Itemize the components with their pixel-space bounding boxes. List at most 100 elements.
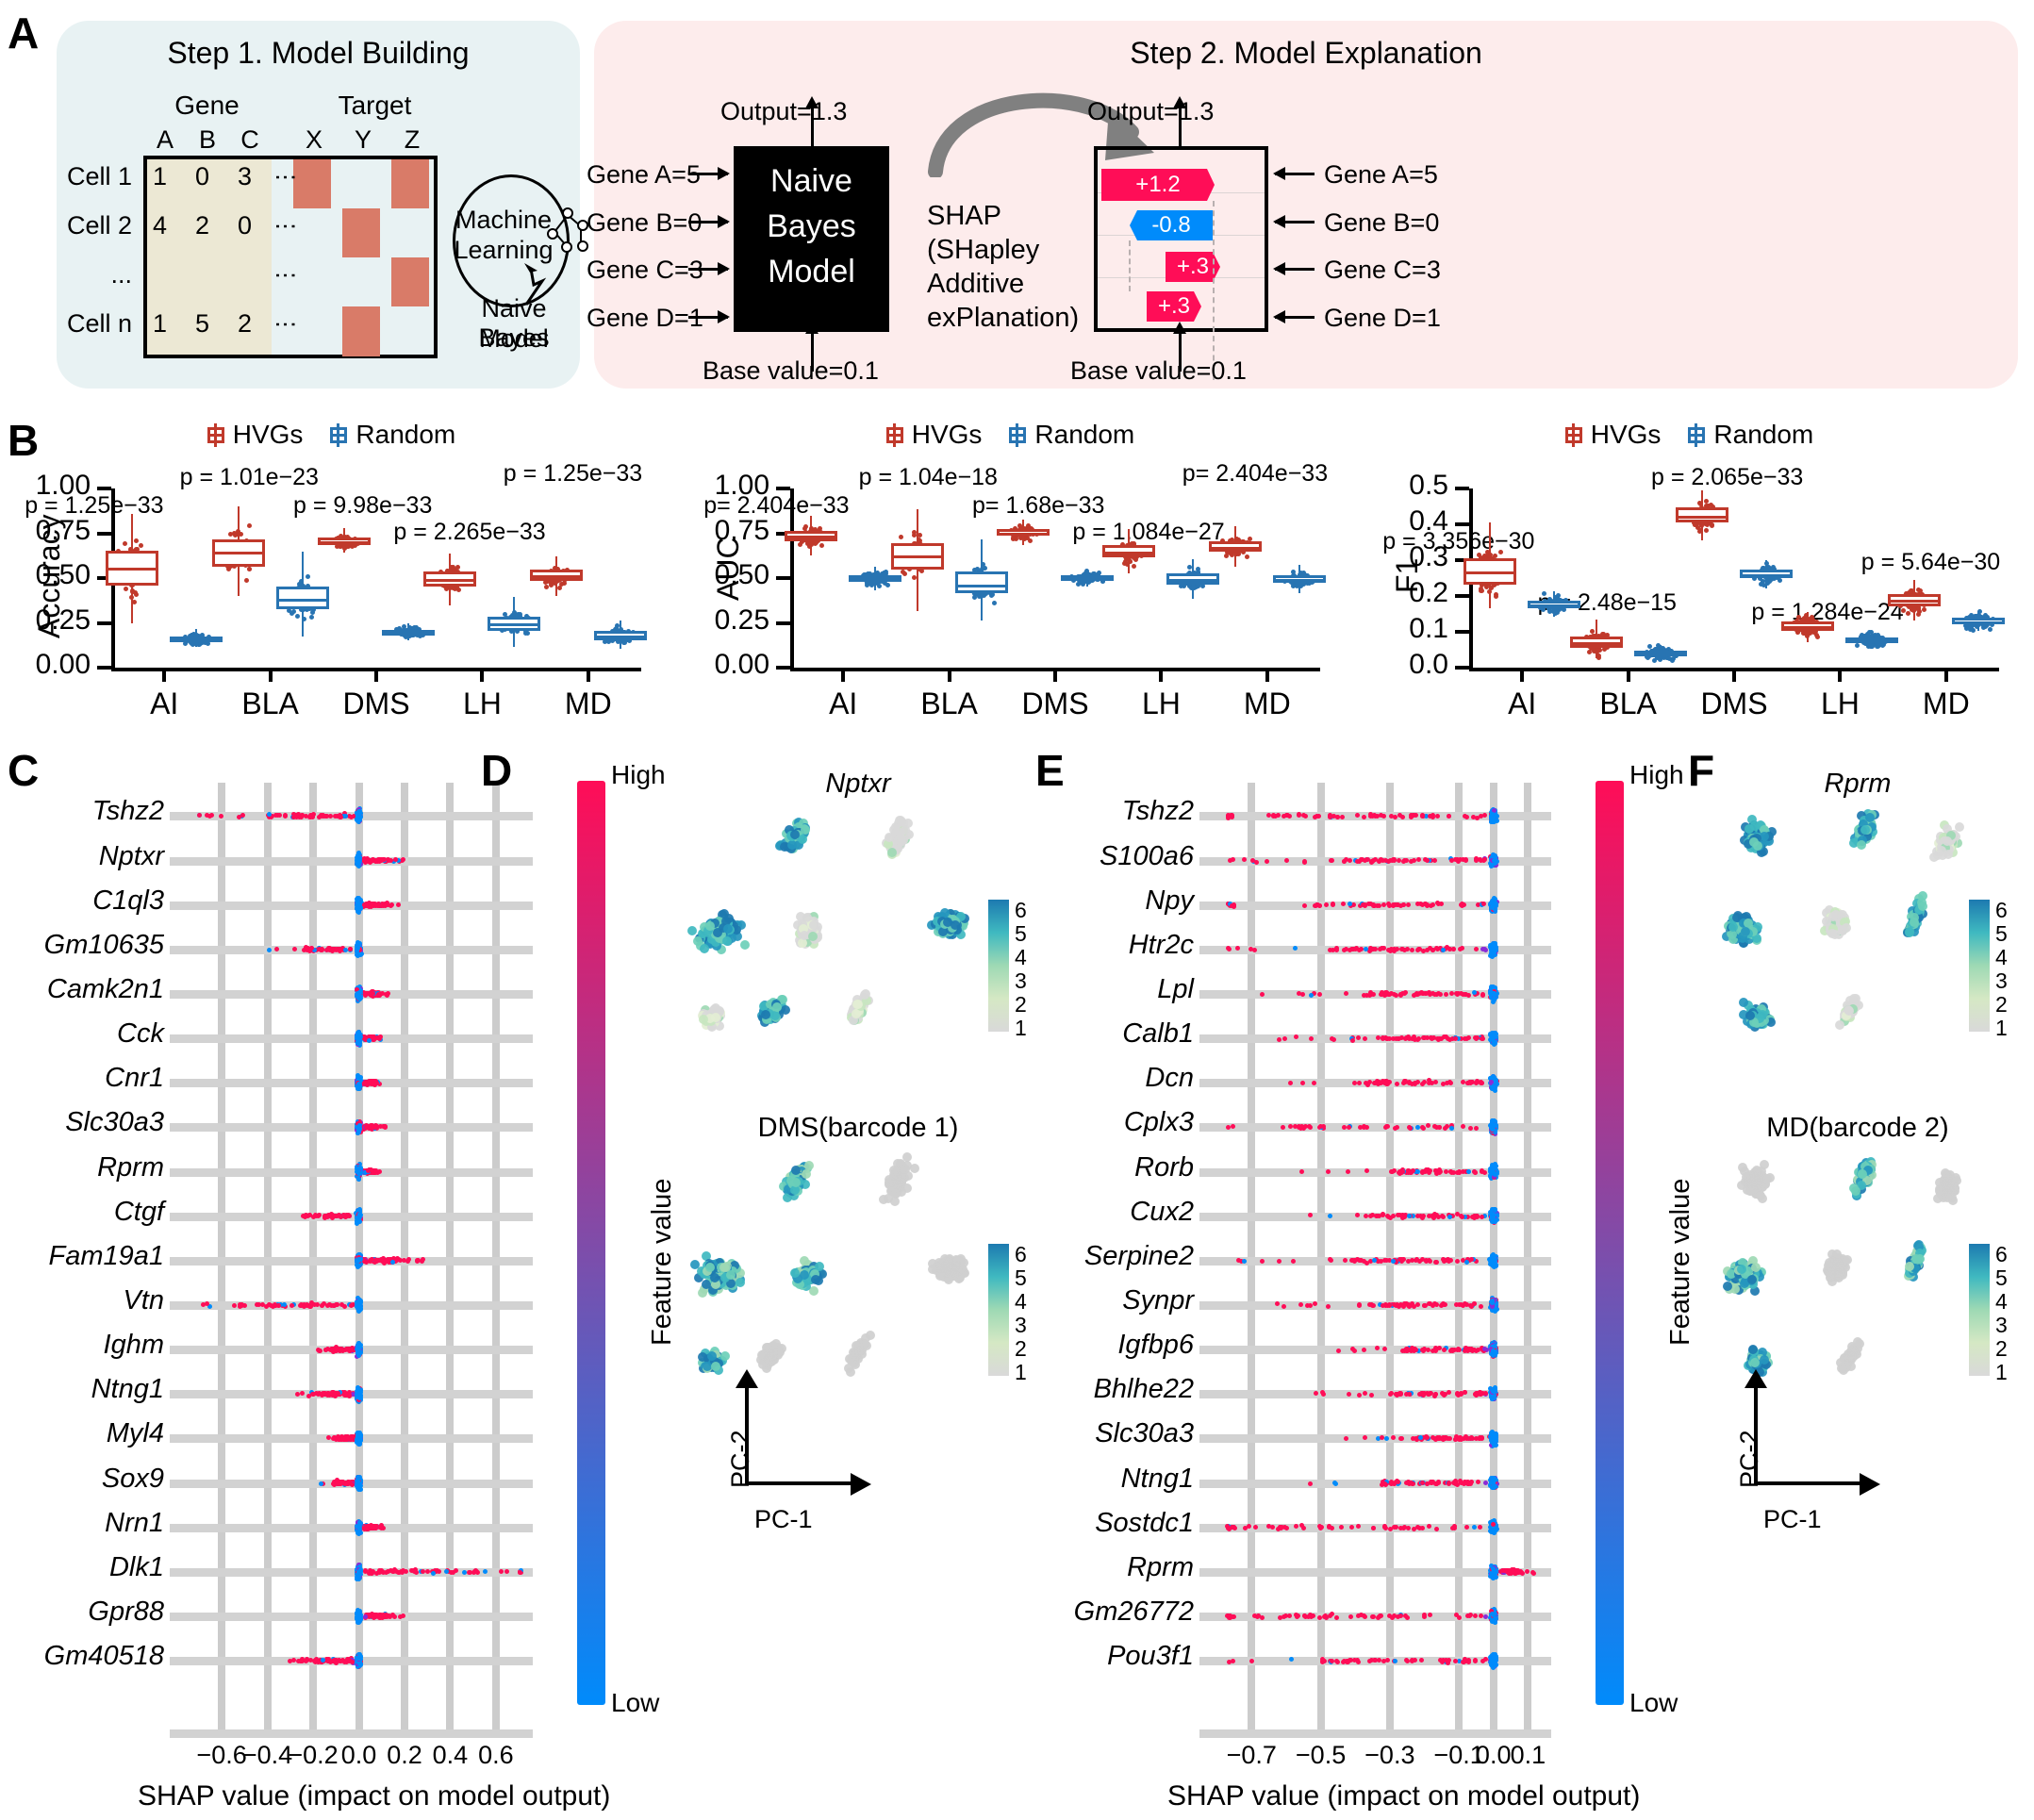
legend-box-icon <box>327 425 352 446</box>
matrix-row-label-4: Cell n <box>28 309 132 339</box>
umap-f-x-label: PC-1 <box>1763 1505 1822 1534</box>
x-tick <box>1265 668 1269 682</box>
umap-f-y-arrow-icon <box>1743 1369 1771 1390</box>
y-tick-label: 0.1 <box>1358 613 1448 645</box>
umap-colorbar <box>988 900 1009 1032</box>
gene-label: Gm10635 <box>0 930 164 961</box>
x-tick <box>1732 668 1736 682</box>
y-tick <box>776 576 790 580</box>
decision-tree-icon <box>547 206 592 255</box>
target-mark <box>293 159 331 208</box>
median-line <box>997 533 1050 536</box>
gene-label: Ntng1 <box>1018 1464 1194 1495</box>
median-line <box>1463 571 1516 574</box>
model-box-line-3: Model <box>734 254 889 290</box>
gene-label: Ctgf <box>0 1197 164 1228</box>
x-tick-label: AI <box>1465 687 1579 721</box>
median-line <box>1528 604 1580 607</box>
gene-output-a: Gene A=5 <box>1324 160 1438 190</box>
umap-colorbar <box>1969 1244 1990 1376</box>
box <box>955 571 1008 593</box>
naive-bayes-model-box: Naive Bayes Model <box>734 146 889 332</box>
legend-label: Random <box>356 420 455 449</box>
x-tick-label: LH <box>1104 687 1217 721</box>
median-line <box>530 575 583 578</box>
ellipsis-icon: ⋮ <box>272 166 298 185</box>
x-tick <box>374 668 378 682</box>
legend-box-icon <box>205 425 229 446</box>
y-tick <box>97 532 111 536</box>
legend-label: Random <box>1034 420 1134 449</box>
gene-label: Dcn <box>1018 1063 1194 1094</box>
gene-label: Dlk1 <box>0 1552 164 1583</box>
boxplot-accuracy: HVGs Random 0.00 0.25 0.50 0.75 1.00 Accuracy AI… <box>0 405 660 726</box>
y-tick <box>1455 666 1469 670</box>
median-line <box>891 555 944 558</box>
gene-label: Serpine2 <box>1018 1241 1194 1272</box>
output-gene-arrow-icon <box>1275 268 1315 271</box>
gene-label: Calb1 <box>1018 1018 1194 1050</box>
p-value-label: p = 1.084e−27 <box>1072 519 1224 546</box>
x-tick <box>841 668 845 682</box>
target-col-z: Z <box>398 125 426 155</box>
shap-waterfall-box: +1.2 -0.8 +.3 +.3 <box>1094 146 1268 332</box>
x-tick-label: BLA <box>214 687 327 721</box>
gene-output-c: Gene C=3 <box>1324 256 1441 285</box>
grid-line-horizontal <box>1199 1123 1551 1132</box>
umap-rprm: Rprm 6 5 4 3 2 1 <box>1678 769 2034 1080</box>
gene-group-label: Gene <box>143 91 271 121</box>
dashed-connector <box>1213 201 1215 380</box>
y-axis-title: AUC <box>711 537 746 601</box>
median-line <box>1061 578 1114 581</box>
feature-value-colorbar <box>1596 781 1624 1705</box>
y-tick-label: 0.00 <box>679 649 769 681</box>
gene-label: Nptxr <box>0 841 164 872</box>
x-axis-line <box>1199 1729 1551 1738</box>
grid-line-horizontal <box>170 990 533 999</box>
gene-label: Tshz2 <box>0 796 164 827</box>
matrix-cell: 2 <box>238 309 252 339</box>
umap-colorbar-tick: 5 <box>1995 923 2008 945</box>
umap-colorbar-tick: 2 <box>1995 994 2008 1016</box>
umap-title: MD(barcode 2) <box>1678 1113 2034 1144</box>
grid-line-horizontal <box>170 1257 533 1266</box>
target-mark <box>342 208 380 257</box>
gene-label: Ntng1 <box>0 1374 164 1405</box>
nb-caption-line2: Model <box>443 324 585 354</box>
gene-label: Npy <box>1018 885 1194 917</box>
grid-line-horizontal <box>170 902 533 910</box>
x-tick-label: 0.6 <box>447 1741 545 1770</box>
ellipsis-icon: ⋮ <box>272 264 298 283</box>
x-axis-title: SHAP value (impact on model output) <box>1167 1780 1598 1812</box>
umap-colorbar-tick: 3 <box>1995 1315 2008 1336</box>
target-mark <box>391 159 429 208</box>
output-gene-arrow-icon <box>1275 173 1315 175</box>
matrix-row-label-3: ... <box>28 260 132 290</box>
umap-title: Nptxr <box>660 769 1056 800</box>
gene-input-b: Gene B=0 <box>587 208 702 238</box>
base-value-right: Base value=0.1 <box>1070 356 1247 386</box>
gene-label: Htr2c <box>1018 930 1194 961</box>
umap-f-x-arrow-icon <box>1860 1472 1882 1497</box>
boxplot-legend: HVGs Random <box>0 420 660 450</box>
gene-label: Gm40518 <box>0 1641 164 1672</box>
gene-label: Sox9 <box>0 1464 164 1495</box>
p-value-label: p = 1.25e−33 <box>25 492 163 520</box>
umap-d-x-axis <box>745 1481 858 1485</box>
grid-line-horizontal <box>170 1524 533 1532</box>
median-line <box>955 585 1008 587</box>
median-line <box>276 599 329 602</box>
gene-input-c: Gene C=3 <box>587 256 703 285</box>
gene-label: Gm26772 <box>1018 1597 1194 1628</box>
output-arrow-icon <box>1179 107 1182 146</box>
gene-label: Fam19a1 <box>0 1241 164 1272</box>
umap-colorbar-tick: 4 <box>1995 1291 2008 1313</box>
colorbar-high-label: High <box>1629 760 1684 790</box>
umap-title: DMS(barcode 1) <box>660 1113 1056 1144</box>
gene-label: Bhlhe22 <box>1018 1374 1194 1405</box>
grid-line-horizontal <box>170 1613 533 1621</box>
gene-label: Lpl <box>1018 974 1194 1005</box>
gene-output-d: Gene D=1 <box>1324 304 1441 333</box>
y-tick-label: 0.5 <box>1358 470 1448 502</box>
grid-line-horizontal <box>170 1168 533 1177</box>
